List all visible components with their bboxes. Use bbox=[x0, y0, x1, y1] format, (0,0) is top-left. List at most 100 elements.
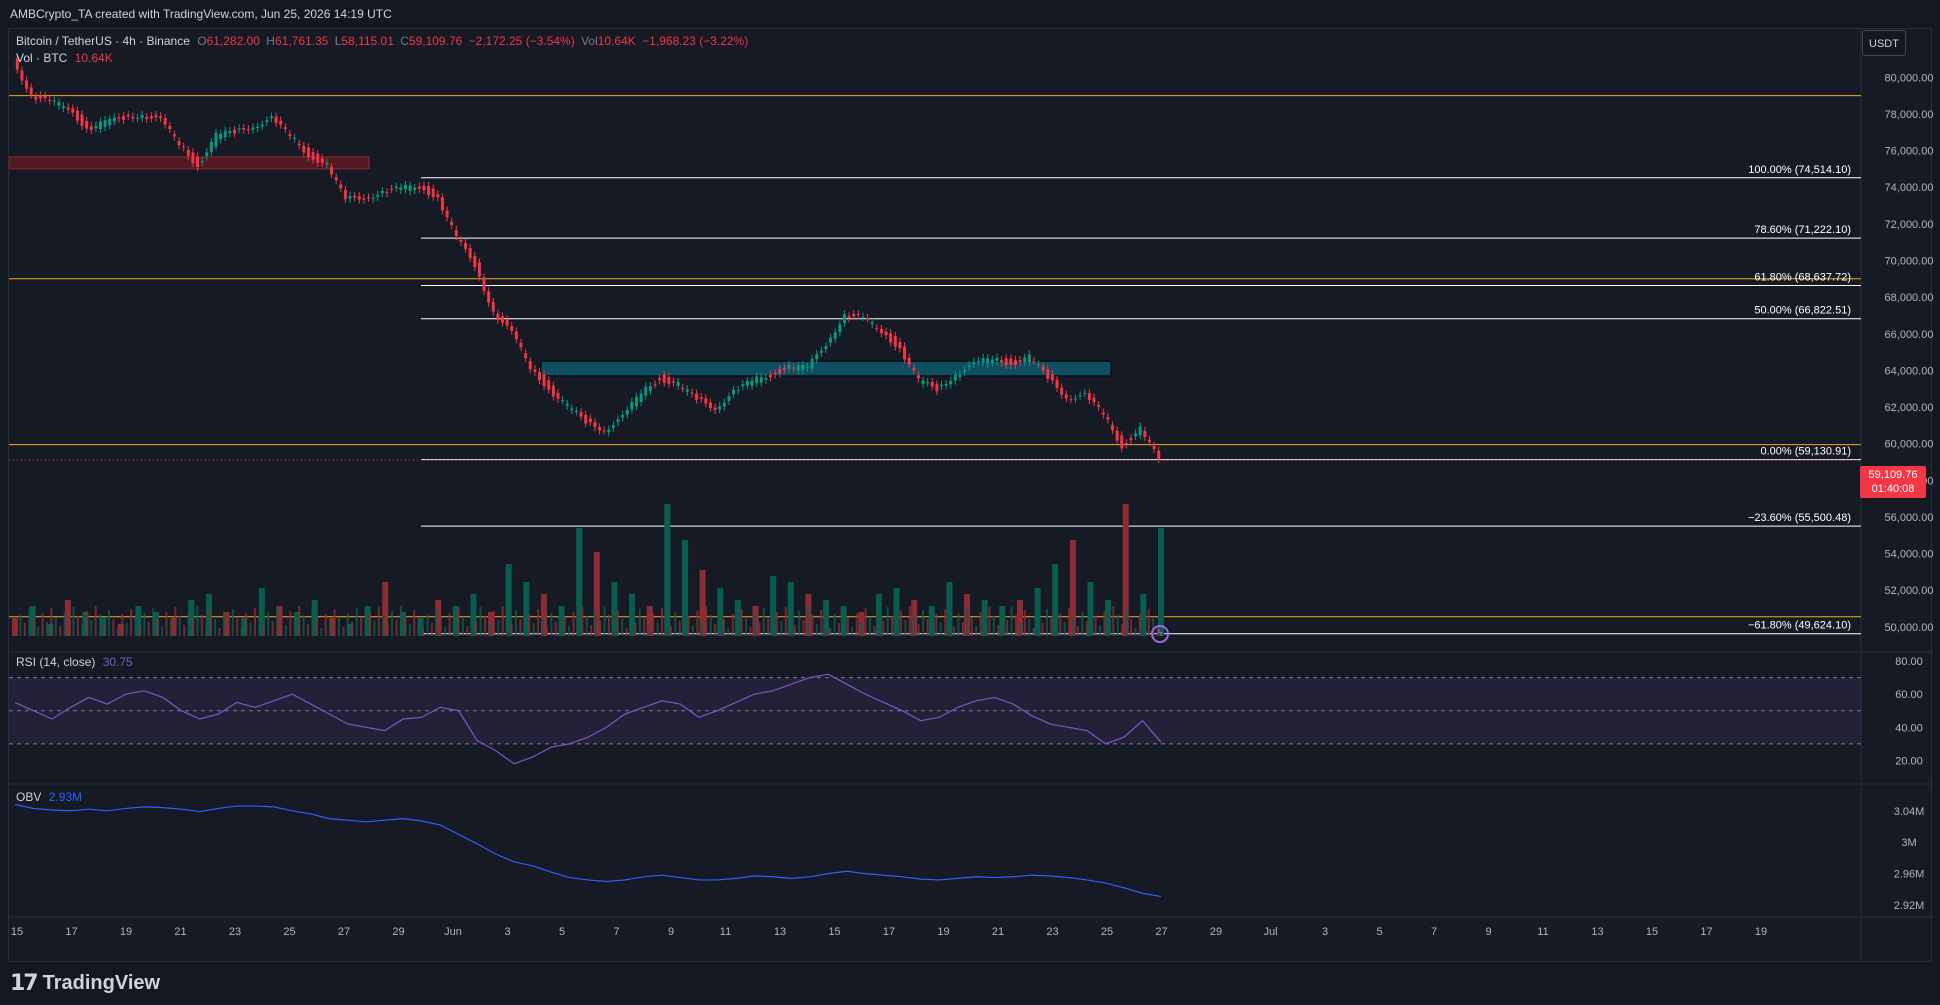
date-tick-label: 9 bbox=[668, 926, 674, 938]
volume-bar bbox=[913, 615, 916, 636]
volume-bar bbox=[895, 625, 898, 636]
candle-body bbox=[810, 358, 814, 369]
obv-label[interactable]: OBV bbox=[16, 790, 42, 804]
volume-bar bbox=[1107, 620, 1110, 636]
candle-body bbox=[339, 184, 343, 189]
volume-bar bbox=[135, 606, 142, 636]
candle-body bbox=[75, 110, 79, 121]
fib-level-label: 78.60% (71,222.10) bbox=[1754, 224, 1851, 236]
volume-bar bbox=[205, 624, 208, 636]
vol-value: 10.64K bbox=[597, 34, 636, 48]
volume-bar bbox=[559, 608, 562, 636]
volume-bar bbox=[249, 622, 252, 636]
candle-body bbox=[602, 430, 606, 432]
bottom-bar bbox=[0, 962, 1940, 1005]
volume-bar bbox=[466, 626, 469, 636]
volume-bar bbox=[1076, 626, 1079, 636]
vol-row-label[interactable]: Vol · BTC bbox=[16, 51, 68, 65]
volume-bar bbox=[72, 607, 75, 636]
volume-bar bbox=[82, 612, 89, 636]
candle-body bbox=[288, 134, 292, 136]
candle-body bbox=[191, 152, 195, 164]
candle-body bbox=[316, 153, 320, 163]
candle-body bbox=[399, 187, 403, 191]
candle-body bbox=[131, 116, 135, 119]
date-tick-label: 25 bbox=[1101, 926, 1113, 938]
vol-change: −1,968.23 (−3.22%) bbox=[642, 34, 749, 48]
candle-body bbox=[1097, 404, 1101, 408]
volume-bar bbox=[452, 606, 459, 636]
volume-bar bbox=[170, 618, 177, 636]
candle-body bbox=[154, 115, 158, 118]
volume-bar bbox=[646, 606, 653, 636]
obv-legend: OBV 2.93M bbox=[16, 790, 82, 804]
volume-bar bbox=[1121, 624, 1124, 636]
l-label: L bbox=[334, 34, 342, 48]
candle-body bbox=[1106, 417, 1110, 420]
volume-bar bbox=[590, 625, 593, 636]
candle-body bbox=[450, 221, 454, 226]
volume-bar bbox=[802, 620, 805, 636]
volume-bar bbox=[780, 621, 783, 636]
volume-bar bbox=[209, 610, 212, 636]
date-tick-label: 3 bbox=[1322, 926, 1328, 938]
volume-bar bbox=[727, 628, 730, 636]
candle-body bbox=[805, 366, 809, 368]
volume-bar bbox=[877, 612, 880, 636]
volume-bar bbox=[241, 618, 248, 636]
volume-bar bbox=[787, 582, 794, 636]
rsi-label[interactable]: RSI (14, close) bbox=[16, 655, 96, 669]
volume-bar bbox=[161, 626, 164, 636]
candle-body bbox=[741, 384, 745, 387]
candle-body bbox=[440, 197, 444, 211]
candle-body bbox=[565, 403, 569, 406]
candle-body bbox=[935, 384, 939, 392]
candle-body bbox=[621, 414, 625, 418]
symbol-name[interactable]: Bitcoin / TetherUS · 4h · Binance bbox=[16, 34, 190, 48]
volume-bar bbox=[368, 612, 371, 636]
candle-body bbox=[1046, 369, 1050, 379]
candle-body bbox=[1124, 443, 1128, 445]
volume-bar bbox=[855, 613, 858, 636]
volume-bar bbox=[621, 619, 624, 636]
volume-bar bbox=[488, 625, 491, 636]
candle-body bbox=[496, 313, 500, 321]
date-tick-label: 21 bbox=[992, 926, 1004, 938]
volume-bar bbox=[656, 622, 659, 636]
o-value: 61,282.00 bbox=[206, 34, 260, 48]
volume-bar bbox=[1125, 610, 1128, 636]
volume-bar bbox=[245, 613, 248, 636]
lightning-icon[interactable]: ϟ bbox=[1151, 625, 1169, 643]
candle-body bbox=[995, 357, 999, 361]
volume-bar bbox=[174, 607, 177, 636]
fib-level-label: 61.80% (68,637.72) bbox=[1754, 271, 1851, 283]
volume-bar bbox=[784, 607, 787, 636]
fib-level-label: −61.80% (49,624.10) bbox=[1748, 620, 1851, 632]
volume-bar bbox=[572, 612, 575, 636]
attribution-bar: AMBCrypto_TA created with TradingView.co… bbox=[0, 0, 1940, 28]
candle-body bbox=[200, 161, 204, 163]
date-tick-label: 21 bbox=[174, 926, 186, 938]
chart-canvas[interactable]: 100.00% (74,514.10) 78.60% (71,222.10) 61.… bbox=[9, 29, 1933, 963]
volume-bar bbox=[191, 620, 194, 636]
volume-bar bbox=[1122, 504, 1129, 636]
candle-body bbox=[759, 376, 763, 383]
volume-bar bbox=[153, 612, 160, 636]
candle-body bbox=[889, 333, 893, 343]
volume-bar bbox=[917, 624, 920, 636]
candle-body bbox=[1000, 360, 1004, 363]
volume-bar bbox=[47, 624, 54, 636]
tradingview-logo[interactable]: 17 TradingView bbox=[10, 962, 160, 1005]
volume-bar bbox=[611, 582, 618, 636]
candle-body bbox=[52, 100, 56, 102]
price-tick-label: 76,000.00 bbox=[1885, 146, 1933, 158]
candle-body bbox=[1013, 359, 1017, 365]
candle-body bbox=[708, 402, 712, 409]
volume-bar bbox=[426, 614, 429, 636]
rsi-tick-label: 20.00 bbox=[1895, 755, 1923, 767]
volume-bar bbox=[444, 627, 447, 636]
chart-frame[interactable]: 100.00% (74,514.10) 78.60% (71,222.10) 61.… bbox=[8, 28, 1933, 963]
volume-bar bbox=[793, 625, 796, 636]
currency-button[interactable]: USDT bbox=[1862, 30, 1906, 56]
volume-bar bbox=[829, 628, 832, 636]
